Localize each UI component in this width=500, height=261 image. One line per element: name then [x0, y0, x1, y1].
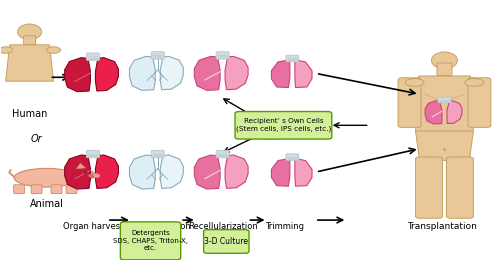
Ellipse shape — [405, 79, 424, 86]
FancyBboxPatch shape — [120, 222, 180, 260]
Ellipse shape — [18, 24, 42, 40]
Text: Recellularization: Recellularization — [188, 222, 258, 231]
Text: 3-D Culture: 3-D Culture — [204, 237, 248, 246]
Polygon shape — [130, 56, 156, 90]
FancyBboxPatch shape — [446, 157, 473, 218]
FancyBboxPatch shape — [31, 185, 42, 194]
Text: Human: Human — [12, 109, 48, 119]
Text: Animal: Animal — [30, 199, 64, 209]
FancyBboxPatch shape — [216, 150, 229, 158]
Polygon shape — [425, 101, 442, 124]
Text: Decellularization: Decellularization — [120, 222, 190, 231]
Ellipse shape — [432, 52, 458, 69]
FancyBboxPatch shape — [235, 111, 332, 139]
Text: Or: Or — [31, 134, 42, 144]
Ellipse shape — [0, 47, 12, 53]
Polygon shape — [160, 155, 184, 188]
Polygon shape — [225, 155, 248, 188]
Polygon shape — [194, 56, 220, 90]
FancyBboxPatch shape — [437, 63, 452, 75]
Polygon shape — [76, 163, 86, 169]
Polygon shape — [416, 76, 474, 132]
Ellipse shape — [14, 168, 79, 187]
FancyBboxPatch shape — [286, 55, 299, 62]
FancyBboxPatch shape — [14, 185, 24, 194]
Polygon shape — [130, 155, 156, 189]
Ellipse shape — [70, 169, 94, 180]
Ellipse shape — [465, 79, 484, 86]
Polygon shape — [416, 131, 474, 160]
FancyBboxPatch shape — [216, 52, 229, 59]
Polygon shape — [447, 101, 462, 123]
FancyBboxPatch shape — [152, 150, 164, 158]
FancyBboxPatch shape — [152, 52, 164, 59]
Ellipse shape — [254, 128, 286, 135]
Ellipse shape — [250, 127, 290, 139]
Polygon shape — [295, 60, 312, 87]
Text: Recipient’ s Own Cells
(Stem cells, iPS cells, etc.): Recipient’ s Own Cells (Stem cells, iPS … — [236, 118, 331, 132]
Polygon shape — [194, 155, 220, 189]
Polygon shape — [225, 56, 248, 90]
FancyBboxPatch shape — [204, 230, 249, 253]
FancyBboxPatch shape — [286, 154, 299, 160]
FancyBboxPatch shape — [86, 150, 100, 158]
FancyBboxPatch shape — [86, 53, 100, 60]
Ellipse shape — [89, 174, 100, 178]
Text: Transplantation: Transplantation — [407, 222, 477, 231]
Polygon shape — [272, 158, 290, 186]
FancyBboxPatch shape — [398, 78, 421, 127]
FancyBboxPatch shape — [24, 36, 36, 45]
Polygon shape — [295, 158, 312, 186]
Text: Detergents
SDS, CHAPS, Triton-X,
etc.: Detergents SDS, CHAPS, Triton-X, etc. — [113, 230, 188, 251]
Ellipse shape — [46, 47, 60, 53]
Polygon shape — [272, 60, 290, 87]
Polygon shape — [64, 58, 90, 92]
Polygon shape — [96, 58, 118, 91]
Polygon shape — [160, 56, 184, 90]
Text: Trimming: Trimming — [266, 222, 304, 231]
FancyBboxPatch shape — [438, 97, 451, 103]
Ellipse shape — [260, 129, 270, 132]
FancyBboxPatch shape — [66, 185, 77, 194]
Polygon shape — [96, 155, 118, 188]
Polygon shape — [64, 155, 90, 189]
Polygon shape — [6, 45, 54, 81]
FancyBboxPatch shape — [416, 157, 442, 218]
FancyBboxPatch shape — [468, 78, 491, 127]
Text: Organ harvest: Organ harvest — [62, 222, 123, 231]
FancyBboxPatch shape — [51, 185, 62, 194]
